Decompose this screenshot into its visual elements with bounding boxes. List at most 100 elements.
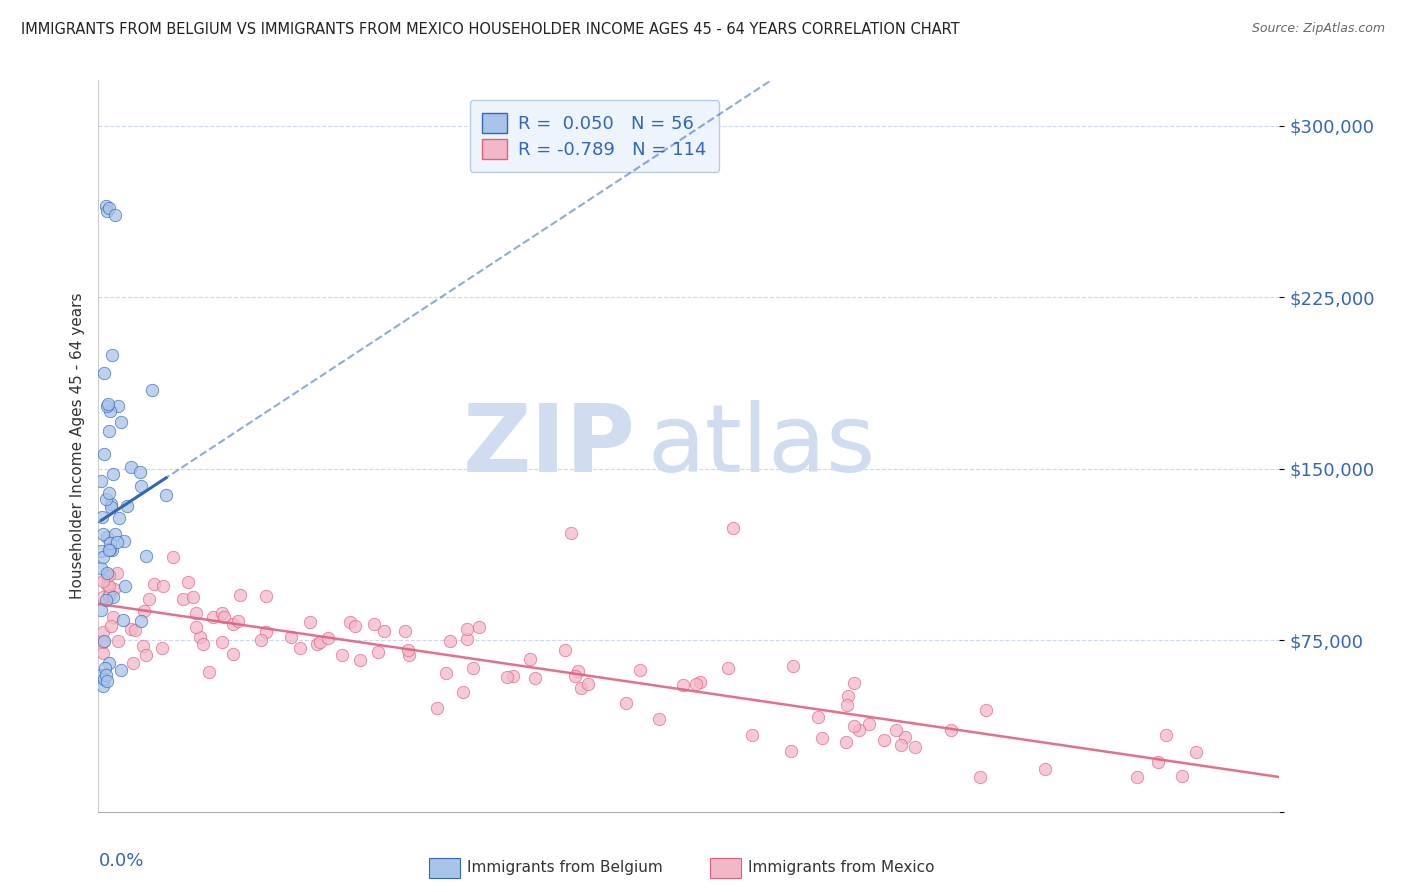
Point <box>461 661 484 675</box>
Point <box>254 625 277 640</box>
Point <box>107 399 129 413</box>
Point <box>135 549 157 563</box>
Point <box>202 609 225 624</box>
Y-axis label: Householder Income Ages 45 - 64 years: Householder Income Ages 45 - 64 years <box>69 293 84 599</box>
Point <box>124 623 146 637</box>
Point <box>172 592 194 607</box>
Point <box>93 672 115 686</box>
Point <box>872 732 894 747</box>
Point <box>197 665 219 679</box>
Point <box>93 366 115 380</box>
Point <box>100 543 122 558</box>
Point <box>100 500 122 514</box>
Point <box>456 623 478 637</box>
Point <box>451 685 474 699</box>
Point <box>105 534 128 549</box>
Point <box>339 615 361 629</box>
Point <box>191 637 214 651</box>
Point <box>94 593 117 607</box>
Point <box>96 530 118 544</box>
Point <box>107 511 129 525</box>
Point <box>111 614 134 628</box>
Point <box>614 696 637 710</box>
Point <box>363 616 385 631</box>
Point <box>135 648 157 663</box>
Point <box>782 658 804 673</box>
Point <box>969 771 991 785</box>
Point <box>97 397 120 411</box>
Point <box>100 618 122 632</box>
Point <box>894 730 917 744</box>
Point <box>560 525 582 540</box>
Point <box>98 541 121 556</box>
Point <box>884 723 907 738</box>
Point <box>858 717 880 731</box>
Point <box>129 615 152 629</box>
Point <box>689 675 711 690</box>
Point <box>138 592 160 607</box>
Point <box>103 582 125 596</box>
Point <box>373 624 395 639</box>
Point <box>425 701 447 715</box>
Point <box>104 208 127 222</box>
Point <box>741 728 763 742</box>
Point <box>96 399 118 413</box>
Point <box>495 670 517 684</box>
Point <box>90 474 112 488</box>
Point <box>90 561 112 575</box>
Point <box>628 663 651 677</box>
Point <box>685 677 707 691</box>
Point <box>94 661 117 675</box>
Point <box>519 652 541 666</box>
Point <box>1126 771 1149 785</box>
Point <box>96 566 118 581</box>
Point <box>576 677 599 691</box>
Point <box>904 740 927 755</box>
Point <box>90 667 112 681</box>
Point <box>93 633 115 648</box>
Point <box>211 635 233 649</box>
Point <box>647 712 669 726</box>
Point <box>90 543 112 558</box>
Point <box>94 667 117 681</box>
Point <box>806 709 828 723</box>
Point <box>132 639 155 653</box>
Point <box>110 415 132 429</box>
Point <box>367 644 389 658</box>
Point <box>280 630 302 644</box>
Point <box>97 201 120 215</box>
Point <box>848 723 870 737</box>
Point <box>309 635 332 649</box>
Point <box>567 664 589 678</box>
Text: ZIP: ZIP <box>463 400 636 492</box>
Point <box>221 647 243 661</box>
Point <box>103 467 125 481</box>
Point <box>91 510 114 524</box>
Point <box>181 590 204 604</box>
Point <box>439 633 461 648</box>
Point <box>468 620 491 634</box>
Point <box>780 744 803 758</box>
Text: IMMIGRANTS FROM BELGIUM VS IMMIGRANTS FROM MEXICO HOUSEHOLDER INCOME AGES 45 - 6: IMMIGRANTS FROM BELGIUM VS IMMIGRANTS FR… <box>21 22 960 37</box>
Text: Immigrants from Mexico: Immigrants from Mexico <box>748 860 935 874</box>
Point <box>890 738 912 752</box>
Point <box>1147 755 1170 769</box>
Point <box>107 634 129 648</box>
Point <box>96 569 118 583</box>
Point <box>226 614 249 628</box>
Point <box>101 590 124 604</box>
Point <box>177 575 200 590</box>
Point <box>554 642 576 657</box>
Point <box>91 549 114 564</box>
Point <box>523 671 546 685</box>
Point <box>974 703 997 717</box>
Point <box>98 536 121 550</box>
Text: Source: ZipAtlas.com: Source: ZipAtlas.com <box>1251 22 1385 36</box>
Point <box>100 404 122 418</box>
Point <box>101 347 124 362</box>
Point <box>717 661 740 675</box>
Point <box>398 648 420 662</box>
Point <box>93 447 115 461</box>
Point <box>343 619 366 633</box>
Point <box>98 424 121 438</box>
